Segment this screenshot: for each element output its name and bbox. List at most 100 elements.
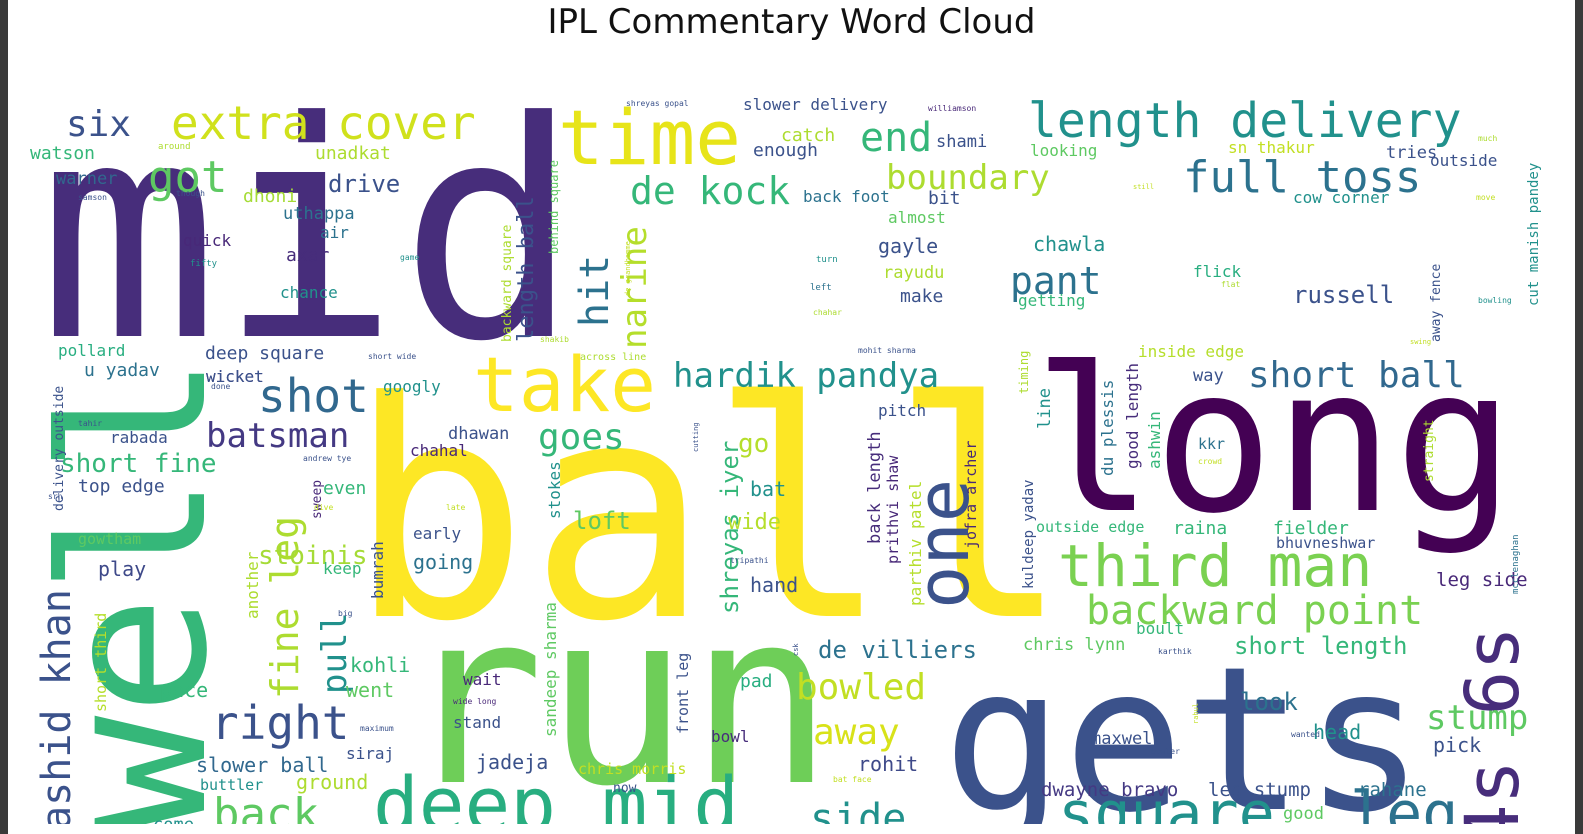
word-full-toss: full toss: [1183, 152, 1421, 203]
word-catch: catch: [781, 125, 835, 146]
word-square: square: [1058, 779, 1275, 824]
word-got: got: [148, 152, 227, 203]
word-come: come: [153, 815, 194, 824]
word-boult: boult: [1136, 619, 1184, 638]
word-maxwell: maxwell: [1091, 729, 1163, 749]
word-du-plessis: du plessis: [1098, 380, 1117, 476]
word-sn-thakur: sn thakur: [1228, 138, 1315, 157]
word-deep-mid: deep mid: [373, 760, 739, 824]
word-chris-morris: chris morris: [578, 760, 686, 778]
word-outside: outside: [1430, 151, 1497, 170]
word-tahir: tahir: [78, 419, 102, 428]
word-siraj: siraj: [346, 744, 394, 763]
word-play: play: [98, 557, 146, 581]
word-pad: pad: [740, 671, 773, 692]
word-hardik-pandya: hardik pandya: [673, 356, 939, 396]
word-back-foot: back foot: [803, 187, 890, 206]
word-go: go: [738, 429, 769, 459]
word-pull: pull: [315, 612, 355, 694]
word-rohit: rohit: [858, 752, 918, 776]
word-went: went: [346, 678, 394, 702]
word-uthappa: uthappa: [283, 204, 355, 224]
word-kuldeep-yadav: kuldeep yadav: [1021, 479, 1037, 589]
word-one: one: [901, 479, 985, 609]
word-delivery-outside: delivery outside: [52, 386, 67, 511]
word-gets: gets: [943, 624, 1425, 824]
word-ball: ball: [348, 338, 1070, 687]
word-now: now: [613, 781, 637, 796]
word-though: though: [176, 189, 205, 198]
word-pant: pant: [1010, 259, 1102, 303]
word-short-wide: short wide: [368, 352, 416, 361]
word-chahal: chahal: [410, 441, 468, 460]
word-drive: drive: [328, 170, 400, 198]
word-chris-lynn: chris lynn: [1023, 635, 1125, 655]
word-jadeja: jadeja: [476, 750, 548, 774]
word-head: head: [1313, 720, 1361, 744]
word-flick: flick: [1193, 262, 1242, 281]
word-de-kock: de kock: [630, 169, 790, 213]
word-chance: chance: [280, 283, 338, 302]
word-outside-edge: outside edge: [1036, 518, 1144, 536]
word-early: early: [413, 524, 462, 543]
word-side: side: [810, 796, 906, 824]
word-karthik: karthik: [1158, 647, 1192, 656]
word-big: big: [338, 609, 353, 618]
word-stump: stump: [1426, 698, 1528, 738]
word-across-line: across line: [580, 352, 646, 363]
word-ground: ground: [296, 770, 368, 794]
word-away-fence: away fence: [1429, 264, 1444, 342]
word-bumrah: bumrah: [368, 541, 387, 599]
word-behind-square: behind square: [547, 160, 561, 254]
word-fielder: fielder: [1273, 518, 1349, 539]
word-much: much: [1478, 134, 1497, 143]
word-de-grandhomme: de grandhomme: [624, 241, 632, 296]
word-leg: leg: [1350, 779, 1458, 824]
word-third-man: third man: [1058, 532, 1372, 600]
word-line: line: [1035, 388, 1055, 429]
word-gowtham: gowtham: [78, 530, 141, 548]
word-front-leg: front leg: [674, 653, 692, 734]
word-done: done: [211, 382, 230, 391]
word-quick: quick: [183, 231, 232, 250]
word-back: back: [213, 789, 319, 824]
word-batsman: batsman: [206, 416, 349, 456]
word-end: end: [860, 115, 932, 161]
word-cow-corner: cow corner: [1293, 188, 1390, 207]
word-bat: bat: [750, 477, 786, 501]
word-pick: pick: [1433, 733, 1481, 757]
word-keep: keep: [323, 559, 362, 578]
word-ashwin: ashwin: [1145, 411, 1164, 469]
word-srh: srh: [48, 492, 63, 501]
word-fine-leg: fine leg: [263, 516, 307, 699]
word-de-villiers: de villiers: [818, 636, 977, 664]
word-swing: swing: [1410, 338, 1431, 346]
word-top-edge: top edge: [78, 476, 165, 497]
word-samson: samson: [78, 193, 107, 202]
word-leg-side: leg side: [1436, 569, 1528, 591]
word-bit: bit: [928, 188, 961, 209]
word-slower-delivery: slower delivery: [743, 95, 888, 114]
word-stoinis: stoinis: [258, 541, 368, 571]
word-crowd: crowd: [1198, 457, 1222, 466]
word-narine: narine: [615, 226, 655, 349]
word-move: move: [1476, 193, 1495, 202]
word-late: late: [446, 503, 465, 512]
word-rabada: rabada: [110, 428, 168, 447]
word-andrew-tye: andrew tye: [303, 454, 351, 463]
word-six: six: [66, 104, 131, 145]
word-wait: wait: [463, 670, 502, 689]
word-still: still: [1133, 183, 1154, 191]
word-turn: turn: [816, 255, 838, 265]
word-pollard: pollard: [58, 341, 125, 360]
word-loft: loft: [573, 507, 631, 535]
word-wanted: wanted: [1291, 730, 1320, 739]
word-maximum: maximum: [360, 724, 394, 733]
word-shot: shot: [258, 369, 369, 423]
word-air: air: [320, 223, 349, 242]
word-axar: axar: [286, 245, 330, 266]
word-stand: stand: [453, 713, 501, 732]
word-going: going: [413, 550, 473, 574]
word-looking: looking: [1030, 141, 1097, 160]
word-jofra-archer: jofra archer: [962, 441, 980, 549]
